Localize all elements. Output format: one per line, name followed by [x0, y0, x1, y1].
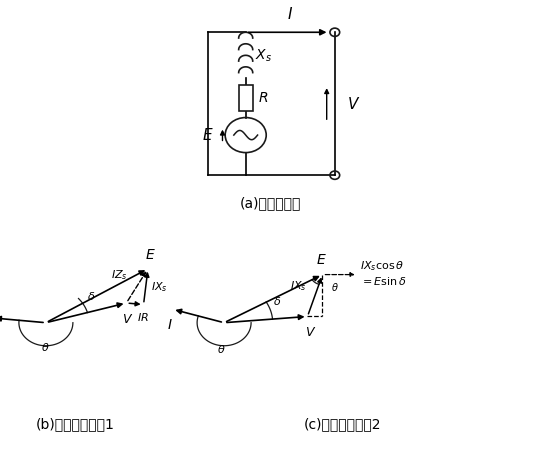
Text: $V$: $V$	[305, 325, 316, 339]
Text: $\theta$: $\theta$	[218, 343, 226, 355]
Text: $\theta$: $\theta$	[331, 281, 339, 293]
Text: (c)　ベクトル図2: (c) ベクトル図2	[304, 417, 382, 431]
Text: $I$: $I$	[287, 6, 293, 22]
Text: $IX_s\cos\theta$
$=E\sin\delta$: $IX_s\cos\theta$ $=E\sin\delta$	[360, 259, 407, 287]
Text: $IX_s$: $IX_s$	[151, 280, 168, 294]
Text: $IR$: $IR$	[137, 311, 148, 323]
Text: $E$: $E$	[316, 253, 327, 267]
Text: $IZ_s$: $IZ_s$	[111, 268, 127, 282]
Bar	[239, 85, 253, 111]
Text: $V$: $V$	[347, 96, 360, 112]
Text: (b)　ベクトル図1: (b) ベクトル図1	[36, 417, 115, 431]
Text: $V$: $V$	[123, 313, 133, 326]
Text: $I$: $I$	[167, 318, 173, 331]
Text: $\theta$: $\theta$	[41, 341, 50, 353]
Text: $IX_s$: $IX_s$	[290, 279, 307, 293]
Text: (a)　等価回路: (a) 等価回路	[239, 196, 301, 210]
Text: $\delta$: $\delta$	[273, 296, 281, 307]
Text: $X_s$: $X_s$	[255, 47, 272, 64]
Text: $E$: $E$	[202, 127, 213, 143]
Text: $E$: $E$	[145, 248, 156, 262]
Text: $\delta$: $\delta$	[86, 290, 95, 302]
Text: $R$: $R$	[258, 91, 268, 105]
